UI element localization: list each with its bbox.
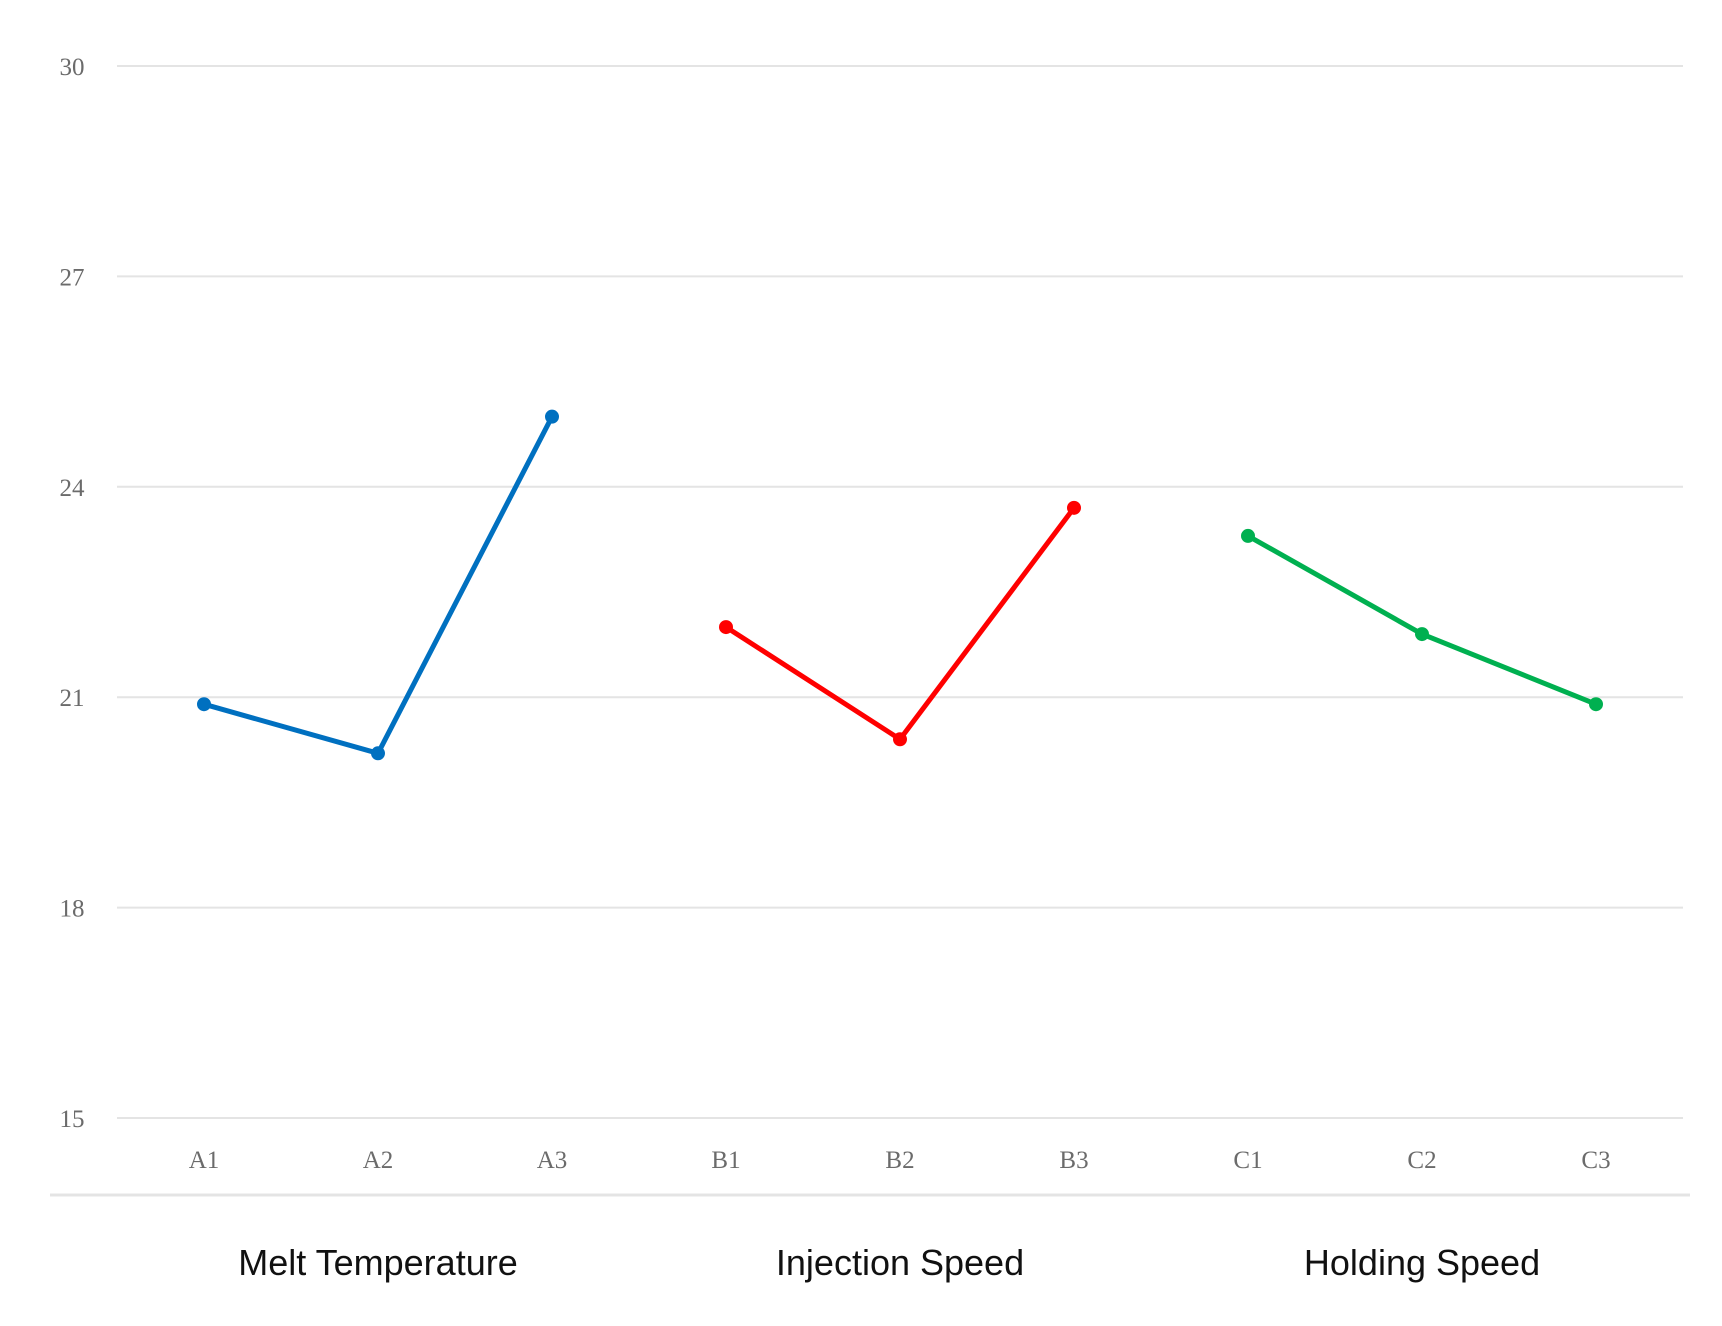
data-point-c1: [1241, 528, 1255, 543]
x-tick-label-c2: C2: [1407, 1147, 1436, 1174]
data-point-b2: [893, 732, 907, 747]
group-label-2: Injection Speed: [776, 1242, 1024, 1283]
x-axis-tick-labels: A1 A2 A3 B1 B2 B3 C1 C2 C3: [189, 1147, 1611, 1174]
data-point-c3: [1589, 697, 1603, 712]
group-label-1: Melt Temperature: [238, 1242, 517, 1283]
data-point-b3: [1067, 500, 1081, 515]
series-line-1: [201, 414, 555, 756]
x-tick-label-c1: C1: [1233, 1147, 1262, 1174]
x-tick-label-b3: B3: [1059, 1147, 1088, 1174]
data-point-a3: [545, 409, 559, 424]
x-tick-label-b1: B1: [711, 1147, 740, 1174]
data-point-b1: [719, 620, 733, 635]
data-point-a2: [371, 746, 385, 761]
series-line-2: [723, 505, 1077, 742]
y-tick-label: 27: [60, 264, 85, 291]
x-tick-label-b2: B2: [885, 1147, 914, 1174]
y-tick-label: 30: [60, 54, 85, 81]
group-labels: Melt Temperature Injection Speed Holding S…: [238, 1242, 1540, 1283]
x-tick-label-a2: A2: [363, 1147, 394, 1174]
series-line-3: [1245, 533, 1599, 707]
data-point-c2: [1415, 627, 1429, 642]
y-tick-label: 18: [60, 896, 85, 923]
y-tick-label: 15: [60, 1106, 85, 1133]
group-label-3: Holding Speed: [1304, 1242, 1540, 1283]
series-lines: [197, 409, 1603, 761]
x-tick-label-c3: C3: [1581, 1147, 1610, 1174]
y-tick-label: 24: [60, 475, 86, 502]
gridlines: [117, 65, 1683, 1119]
data-point-a1: [197, 697, 211, 712]
x-tick-label-a3: A3: [537, 1147, 568, 1174]
y-tick-label: 21: [60, 685, 85, 712]
x-tick-label-a1: A1: [189, 1147, 220, 1174]
y-axis-tick-labels: 15 18 21 24 27 30: [60, 54, 86, 1133]
